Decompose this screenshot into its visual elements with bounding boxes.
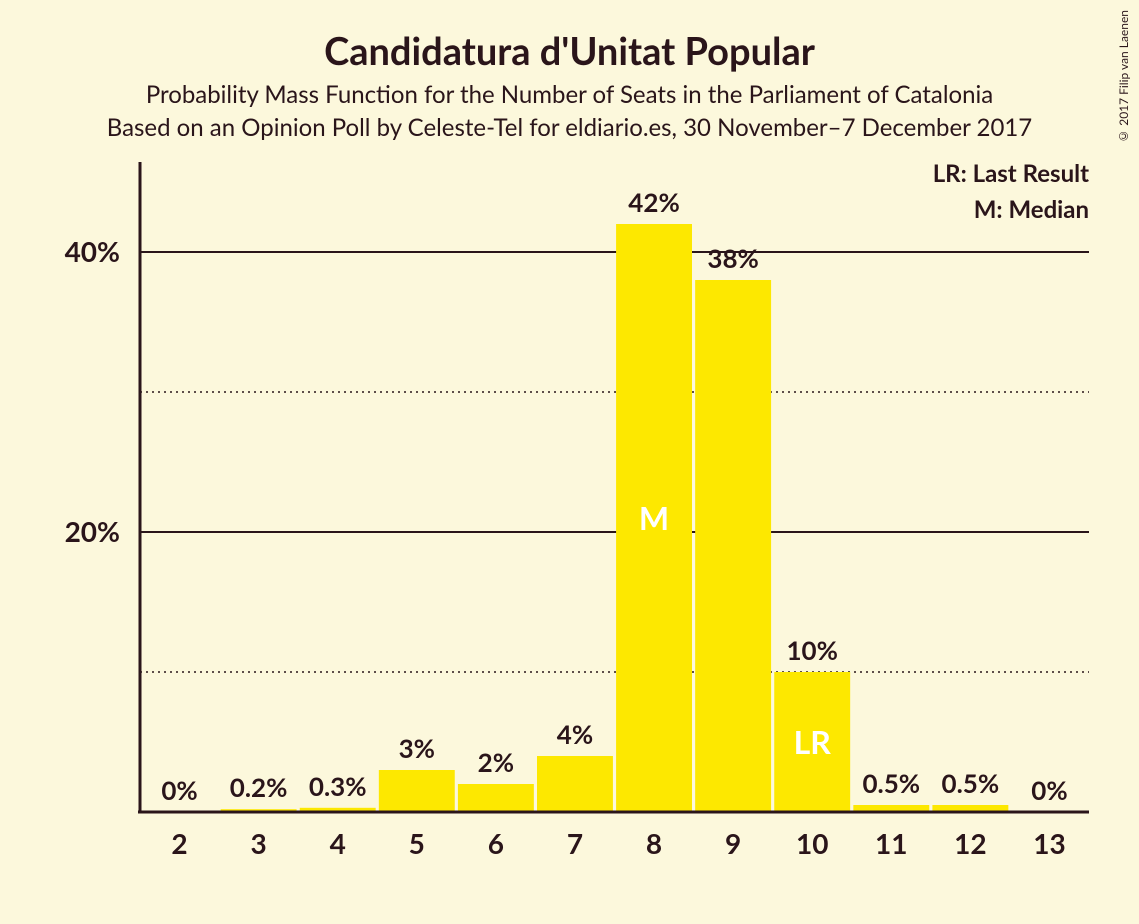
bar-value-label: 0.5%: [942, 767, 1000, 799]
x-tick-label: 5: [409, 826, 425, 860]
copyright-text: © 2017 Filip van Laenen: [1116, 10, 1131, 144]
legend-m: M: Median: [933, 192, 1089, 228]
bar-value-label: 0.3%: [309, 770, 367, 802]
chart-title: Candidatura d'Unitat Popular: [30, 28, 1109, 74]
legend-lr: LR: Last Result: [933, 156, 1089, 192]
y-tick-label: 20%: [65, 514, 120, 548]
bar: [537, 756, 613, 812]
chart-subtitle-1: Probability Mass Function for the Number…: [30, 80, 1109, 109]
bar: [695, 280, 771, 812]
plot-area: LR: Last Result M: Median 20%40%0%20.2%3…: [30, 152, 1109, 872]
bar-value-label: 38%: [707, 242, 758, 274]
x-tick-label: 11: [875, 826, 907, 860]
bar: [458, 784, 534, 812]
chart-subtitle-2: Based on an Opinion Poll by Celeste-Tel …: [30, 113, 1109, 142]
x-tick-label: 6: [488, 826, 504, 860]
x-tick-label: 12: [954, 826, 986, 860]
x-tick-label: 4: [330, 826, 346, 860]
bar: [379, 770, 455, 812]
bar-marker-label: M: [639, 498, 669, 537]
bar-value-label: 42%: [628, 186, 679, 218]
bar-value-label: 0%: [161, 774, 197, 806]
chart-container: © 2017 Filip van Laenen Candidatura d'Un…: [0, 0, 1139, 924]
bar-value-label: 3%: [399, 732, 435, 764]
chart-svg: 20% 40% 0% 2 0.2% 3 0.3% 4 3% 5 2% 6 4% 7 42% M 8 38% 9 10%…: [30, 152, 1109, 872]
x-tick-label: 8: [646, 826, 662, 860]
bar-marker-label: LR: [794, 722, 832, 761]
y-tick-label: 40%: [65, 234, 120, 268]
x-tick-label: 13: [1033, 826, 1065, 860]
bar-value-label: 0.2%: [230, 771, 288, 803]
bar-value-label: 0%: [1031, 774, 1067, 806]
bar-value-label: 0.5%: [862, 767, 920, 799]
bar-value-label: 2%: [478, 746, 514, 778]
x-tick-label: 9: [725, 826, 741, 860]
x-tick-label: 3: [251, 826, 267, 860]
legend-box: LR: Last Result M: Median: [933, 156, 1089, 228]
bar-value-label: 4%: [557, 718, 593, 750]
x-tick-label: 2: [171, 826, 187, 860]
bar-value-label: 10%: [786, 634, 837, 666]
x-tick-label: 7: [567, 826, 583, 860]
x-tick-label: 10: [796, 826, 828, 860]
